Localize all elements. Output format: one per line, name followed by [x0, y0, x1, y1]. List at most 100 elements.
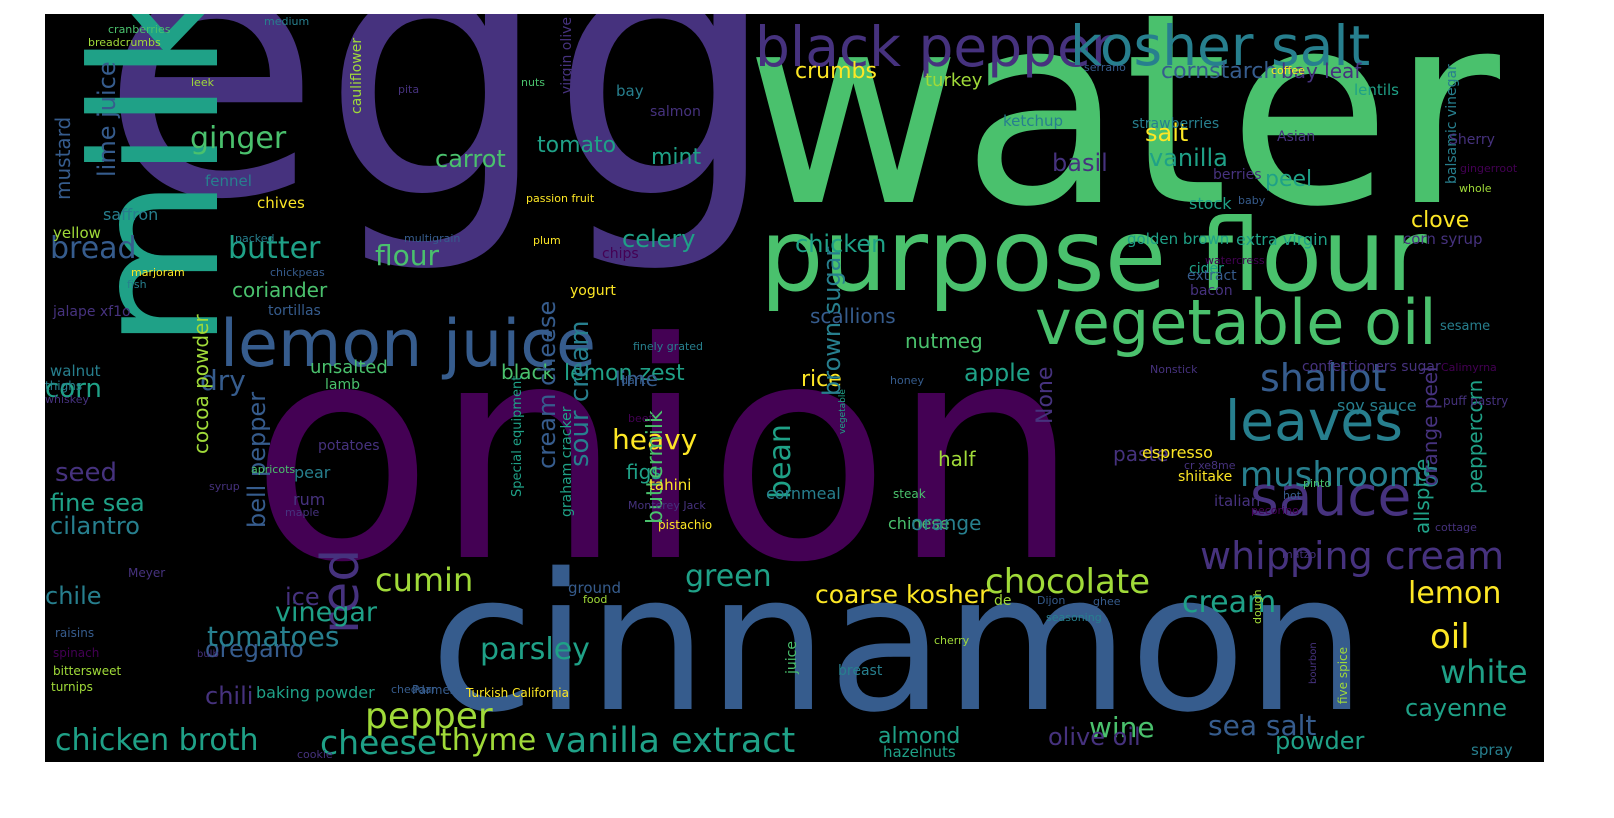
word-extract: extract: [1187, 268, 1237, 284]
word-pistachio: pistachio: [658, 518, 713, 532]
word-breadcrumbs: breadcrumbs: [88, 36, 161, 49]
word-chocolate: chocolate: [985, 562, 1151, 602]
word-confectioners-sugar: confectioners sugar: [1302, 359, 1441, 375]
word-spray: spray: [1471, 741, 1513, 759]
word-chicken-broth: chicken broth: [55, 723, 259, 758]
word-jalape-xf1o: jalape xf1o: [53, 304, 131, 320]
word-tortillas: tortillas: [268, 303, 321, 319]
word-ice: ice: [285, 583, 320, 611]
word-juice: juice: [784, 641, 800, 674]
word-whipping-cream: whipping cream: [1200, 534, 1505, 578]
word-vegetable-oil: vegetable oil: [1035, 286, 1437, 359]
word-sea-salt: sea salt: [1208, 709, 1317, 742]
word-berries: berries: [1213, 167, 1262, 183]
word-soy-sauce: soy sauce: [1337, 396, 1417, 415]
word-clove: clove: [1411, 208, 1470, 233]
word-marjoram: marjoram: [131, 266, 185, 279]
word-mint: mint: [651, 145, 702, 170]
word-seasoning: seasoning: [1046, 611, 1102, 624]
word-green: green: [685, 559, 772, 594]
word-whole: whole: [1459, 182, 1492, 195]
word-bittersweet: bittersweet: [53, 664, 122, 678]
word-flour: flour: [375, 239, 440, 272]
word-butter: butter: [228, 231, 321, 266]
word-dough: dough: [1251, 589, 1264, 624]
word-turkish-california: Turkish California: [466, 686, 569, 700]
word-baking-powder: baking powder: [256, 683, 375, 702]
word-plum: plum: [533, 234, 561, 247]
word-tahini: tahini: [649, 476, 692, 494]
word-de: de: [994, 593, 1012, 609]
word-pear: pear: [294, 463, 331, 482]
word-pita: pita: [398, 83, 420, 96]
word-chili: chili: [205, 682, 254, 710]
word-corn-syrup: corn syrup: [1403, 230, 1483, 248]
word-seed: seed: [55, 458, 118, 488]
word-fennel: fennel: [205, 172, 252, 190]
word-fish: fish: [127, 278, 147, 291]
word-coarse-kosher: coarse kosher: [815, 580, 990, 609]
word-cocoa-powder: cocoa powder: [189, 314, 213, 454]
word-extra-virgin: extra virgin: [1236, 230, 1328, 249]
word-orange: orange: [911, 511, 982, 535]
word-almond: almond: [878, 724, 961, 749]
word-nonstick: Nonstick: [1150, 363, 1198, 376]
word-brown-sugar: brown sugar: [818, 246, 846, 396]
word-scallions: scallions: [810, 304, 896, 328]
word-calimyrna: Calimyrna: [1441, 361, 1497, 374]
word-thighs: thighs: [45, 379, 83, 393]
word-food: food: [583, 593, 608, 606]
word-water: water: [745, 14, 1501, 265]
word-ginger: ginger: [190, 121, 287, 156]
word-golden-brown: golden brown: [1127, 230, 1230, 248]
word-multigrain: multigrain: [404, 232, 461, 245]
word-yellow: yellow: [53, 224, 101, 242]
word-oregano: oregano: [205, 635, 304, 663]
word-rum: rum: [293, 490, 326, 509]
word-lentils: lentils: [1354, 81, 1399, 99]
word-purpose-flour: purpose flour: [760, 197, 1427, 314]
word-cayenne: cayenne: [1405, 694, 1508, 722]
word-cloud: egg water onion milk cinnamon purpose flour bl…: [45, 14, 1544, 762]
word-walnut: walnut: [50, 362, 101, 380]
word-half: half: [938, 447, 976, 471]
word-ground: ground: [568, 579, 622, 597]
word-cider: cider: [1189, 261, 1224, 277]
word-white: white: [1440, 653, 1528, 691]
word-vanilla-extract: vanilla extract: [545, 721, 796, 761]
word-black: black: [501, 360, 555, 384]
word-chinese: chinese: [888, 514, 950, 533]
word-cumin: cumin: [375, 561, 474, 599]
word-paste: paste: [1113, 442, 1169, 466]
word-serrano: serrano: [1084, 61, 1126, 74]
word-strawberries: strawberries: [1132, 116, 1220, 132]
word-chickpeas: chickpeas: [270, 266, 325, 279]
word-italian: italian: [1214, 492, 1261, 510]
word-balsamic-vinegar: balsamic vinegar: [1444, 64, 1460, 184]
word-shallot: shallot: [1260, 356, 1387, 400]
word-cookie: cookie: [297, 748, 333, 761]
word-bulb: bulb: [197, 649, 219, 660]
word-saffron: saffron: [103, 205, 159, 224]
word-corn: corn: [45, 374, 102, 404]
word-sherry: Sherry: [1449, 132, 1495, 148]
word-cream: cream: [1182, 585, 1277, 620]
word-pinto: pinto: [1303, 477, 1332, 490]
word-fine-sea: fine sea: [50, 489, 145, 517]
word-shiitake: shiitake: [1178, 469, 1233, 485]
word-salt: salt: [1145, 119, 1189, 147]
word-vanilla: vanilla: [1149, 144, 1228, 172]
word-onion: onion: [250, 279, 1081, 628]
word-cheese: cheese: [320, 723, 438, 762]
word-espresso: espresso: [1142, 443, 1213, 462]
word-mushrooms: mushrooms: [1240, 455, 1440, 495]
word-carrot: carrot: [435, 145, 506, 173]
word-thyme: thyme: [440, 723, 537, 758]
word-monterey-jack: Monterey Jack: [628, 499, 706, 512]
word-lemon-zest: lemon zest: [564, 361, 685, 386]
word-bell-pepper: bell pepper: [243, 391, 271, 528]
word-sauce: sauce: [1250, 464, 1412, 528]
word-parsley: parsley: [480, 632, 590, 667]
word-mustard: mustard: [51, 116, 75, 200]
word-whiskey: whiskey: [45, 393, 90, 406]
